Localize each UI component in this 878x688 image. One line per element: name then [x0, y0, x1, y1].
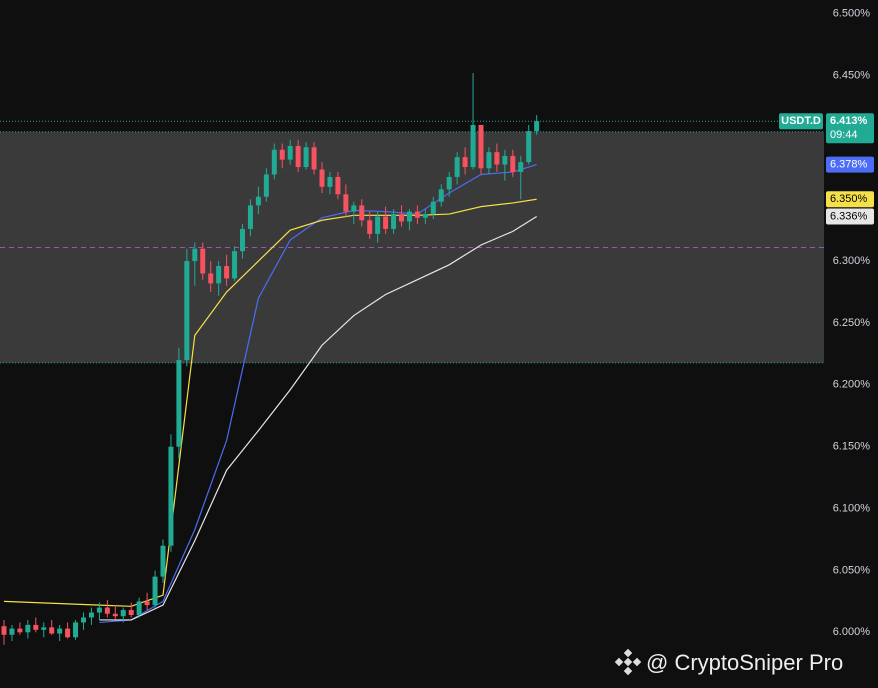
- price-tag: [826, 113, 874, 144]
- candle-body: [367, 220, 373, 234]
- moving-average: [3, 198, 537, 607]
- candle-body: [518, 162, 524, 172]
- moving-average: [99, 164, 537, 624]
- candle-body: [287, 146, 293, 160]
- candle-body: [303, 147, 309, 168]
- candle-body: [502, 155, 508, 165]
- y-tick-label: 6.150%: [833, 441, 871, 453]
- candle-body: [343, 194, 349, 212]
- candle-body: [335, 176, 341, 195]
- candle-body: [128, 610, 134, 615]
- ma-tag-label: 6.350%: [830, 193, 868, 205]
- candle-body: [224, 266, 230, 279]
- candle-body: [120, 610, 126, 617]
- y-tick-label: 6.100%: [833, 502, 871, 514]
- price-label: 6.413%: [830, 115, 868, 127]
- candle-body: [192, 248, 198, 262]
- y-tick-label: 6.050%: [833, 564, 871, 576]
- y-tick-label: 6.000%: [833, 626, 871, 638]
- candle-body: [104, 607, 110, 614]
- candle-body: [88, 612, 94, 618]
- candle-body: [414, 211, 420, 218]
- candle-body: [406, 211, 412, 222]
- candle-body: [33, 624, 39, 630]
- candle-body: [25, 624, 31, 633]
- candle-body: [144, 601, 150, 606]
- y-tick-label: 6.450%: [833, 69, 871, 81]
- candle-body: [271, 149, 277, 175]
- y-tick-label: 6.200%: [833, 379, 871, 391]
- candle-body: [216, 266, 222, 284]
- y-tick-label: 6.250%: [833, 317, 871, 329]
- candle-body: [232, 251, 238, 279]
- candle-body: [152, 576, 158, 606]
- candle-body: [470, 124, 476, 168]
- symbol-label: USDT.D: [781, 115, 821, 127]
- candle-body: [247, 205, 253, 229]
- candle-body: [327, 176, 333, 187]
- candle-body: [279, 149, 285, 160]
- symbol-tag: [779, 113, 823, 130]
- candle-body: [534, 121, 540, 132]
- candle-body: [49, 627, 55, 634]
- candle-body: [351, 205, 357, 212]
- ma-tag: [826, 191, 874, 208]
- candle-body: [319, 169, 325, 187]
- candle-body: [208, 273, 214, 284]
- candle-body: [311, 147, 317, 170]
- moving-average: [99, 216, 537, 621]
- candle-body: [41, 627, 47, 630]
- candle-body: [9, 628, 15, 635]
- ma-tag-label: 6.336%: [830, 210, 868, 222]
- candle-body: [295, 146, 301, 168]
- candle-body: [391, 214, 397, 229]
- candle-body: [57, 628, 63, 634]
- candle-body: [184, 261, 190, 361]
- candle-body: [73, 622, 79, 638]
- candle-body: [255, 196, 261, 206]
- candle-body: [510, 155, 516, 172]
- candle-body: [422, 214, 428, 218]
- candle-body: [176, 360, 182, 447]
- watermark: @ CryptoSniper Pro: [646, 650, 843, 675]
- candle-body: [160, 545, 166, 577]
- candle-body: [136, 601, 142, 615]
- candle-body: [168, 446, 174, 546]
- y-tick-label: 6.500%: [833, 8, 871, 20]
- candle-body: [359, 205, 365, 221]
- candle-body: [446, 176, 452, 190]
- candle-body: [96, 607, 102, 613]
- candle-body: [430, 201, 436, 215]
- candle-body: [112, 613, 118, 617]
- candle-body: [526, 131, 532, 163]
- countdown: 09:44: [830, 129, 858, 141]
- range-zone: [0, 131, 824, 363]
- candle-body: [462, 157, 468, 168]
- candle-body: [486, 152, 492, 169]
- candle-body: [375, 216, 381, 234]
- candle-body: [383, 216, 389, 229]
- candle-body: [263, 174, 269, 197]
- ma-tag-label: 6.378%: [830, 158, 868, 170]
- ma-tag: [826, 156, 874, 173]
- candle-body: [17, 628, 23, 633]
- ma-tag: [826, 208, 874, 225]
- candle-body: [65, 628, 71, 638]
- candle-body: [1, 626, 7, 635]
- candle-body: [81, 617, 86, 623]
- candle-body: [399, 214, 404, 222]
- candle-body: [454, 157, 460, 177]
- candle-body: [494, 152, 500, 165]
- candle-body: [438, 189, 444, 202]
- candle-body: [240, 228, 245, 252]
- candle-body: [478, 124, 484, 169]
- y-tick-label: 6.300%: [833, 255, 871, 267]
- candle-body: [200, 248, 206, 274]
